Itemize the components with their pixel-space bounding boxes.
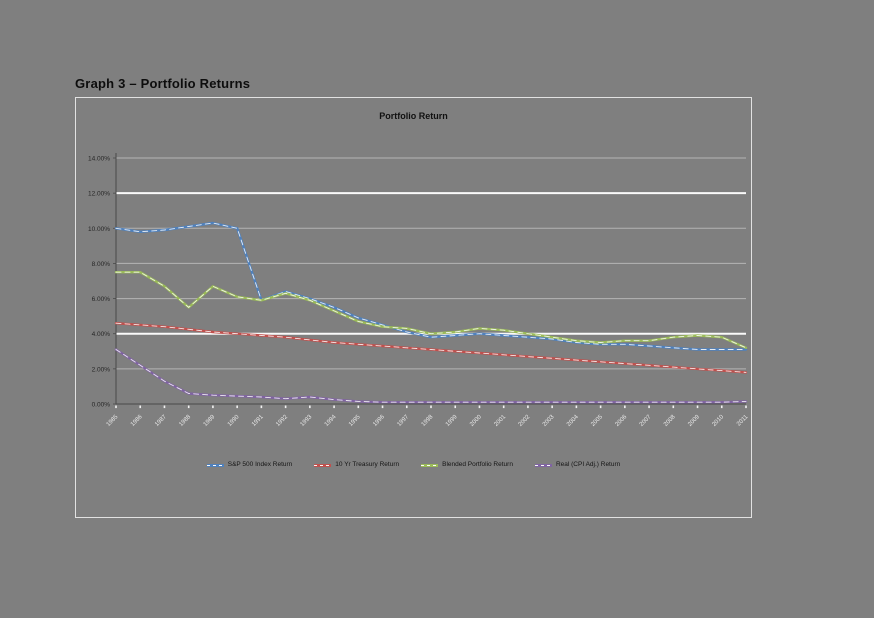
x-tick-label: 1996	[372, 414, 386, 428]
x-axis-labels: 1985 1986 1987 1988 1989 1990 1991 1992 1993 1994…	[106, 405, 750, 428]
legend-swatch-blue	[206, 463, 224, 467]
chart-frame: Portfolio Return 14.00% 12.00% 10.00% 8.00%…	[75, 97, 752, 518]
y-tick-label: 10.00%	[88, 226, 110, 233]
portfolio-return-chart: 14.00% 12.00% 10.00% 8.00% 6.00% 4.00% 2.00% 0.…	[88, 153, 750, 428]
y-tick-label: 14.00%	[88, 156, 110, 163]
y-axis-labels: 14.00% 12.00% 10.00% 8.00% 6.00% 4.00% 2.00% 0.…	[88, 156, 110, 409]
x-tick-label: 2006	[615, 414, 629, 428]
legend-swatch-red	[314, 463, 332, 467]
x-tick-label: 1994	[324, 414, 338, 428]
series-line-highlight	[115, 349, 747, 403]
x-tick-label: 1995	[348, 414, 362, 428]
legend-item-real: Real (CPI Adj.) Return	[534, 461, 621, 469]
x-tick-label: 2000	[469, 414, 483, 428]
axes	[113, 153, 746, 405]
x-tick-label: 1989	[203, 414, 217, 428]
chart-title: Portfolio Return	[379, 111, 448, 121]
y-tick-label: 2.00%	[92, 366, 111, 373]
x-tick-label: 2010	[711, 414, 725, 428]
x-tick-label: 2008	[663, 414, 677, 428]
series-line-highlight	[115, 322, 747, 373]
legend-item-blended: Blended Portfolio Return	[421, 461, 513, 469]
legend-label-blended: Blended Portfolio Return	[442, 461, 513, 468]
series-line	[114, 348, 748, 404]
x-tick-label: 1986	[130, 414, 144, 428]
x-tick-label: 1990	[227, 414, 241, 428]
chart-legend: S&P 500 Index Return 10 Yr Treasury Retu…	[76, 461, 751, 469]
x-tick-label: 2003	[542, 414, 556, 428]
x-tick-label: 2002	[518, 414, 532, 428]
legend-label-real: Real (CPI Adj.) Return	[555, 461, 621, 468]
y-tick-label: 12.00%	[88, 191, 110, 198]
legend-swatch-purple	[534, 463, 552, 467]
x-tick-label: 1985	[106, 414, 120, 428]
series-line-highlight	[115, 271, 747, 349]
x-tick-label: 1988	[178, 414, 192, 428]
x-tick-label: 2007	[639, 414, 653, 428]
y-tick-label: 4.00%	[92, 331, 111, 338]
x-tick-label: 1987	[154, 414, 168, 428]
x-tick-label: 2005	[590, 414, 604, 428]
x-tick-label: 2001	[493, 414, 507, 428]
page-heading: Graph 3 – Portfolio Returns	[75, 76, 251, 91]
legend-swatch-green	[421, 463, 439, 467]
legend-item-sp500: S&P 500 Index Return	[206, 461, 293, 469]
y-tick-label: 6.00%	[92, 296, 111, 303]
x-tick-label: 1993	[300, 414, 314, 428]
x-tick-label: 2004	[566, 414, 580, 428]
series-line	[114, 321, 748, 374]
legend-item-treasury: 10 Yr Treasury Return	[314, 461, 400, 469]
x-tick-label: 1991	[251, 414, 265, 428]
x-tick-label: 1997	[396, 414, 410, 428]
x-tick-label: 1992	[275, 414, 289, 428]
y-tick-label: 8.00%	[92, 261, 111, 268]
x-tick-label: 2011	[736, 414, 750, 428]
x-tick-label: 1999	[445, 414, 459, 428]
x-tick-label: 2009	[687, 414, 701, 428]
series-line-highlight	[115, 222, 747, 350]
x-tick-label: 1998	[421, 414, 435, 428]
legend-label-sp500: S&P 500 Index Return	[227, 461, 293, 468]
y-tick-label: 0.00%	[92, 402, 111, 409]
legend-label-treasury: 10 Yr Treasury Return	[335, 461, 400, 468]
series-lines	[114, 221, 748, 404]
